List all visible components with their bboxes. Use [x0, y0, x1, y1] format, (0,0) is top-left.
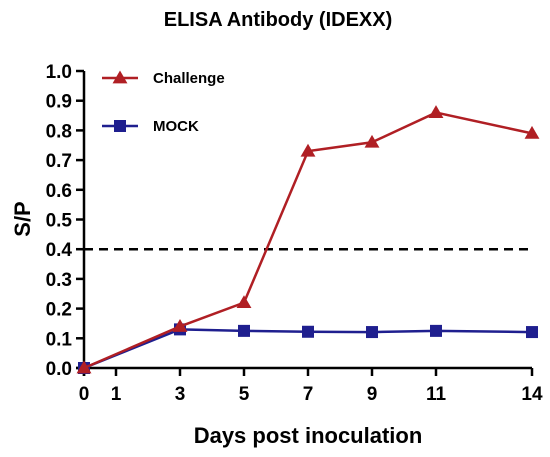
x-tick-label: 14: [521, 384, 543, 405]
data-point-challenge: [172, 318, 188, 332]
data-point-mock: [430, 324, 442, 337]
data-point-mock: [238, 324, 250, 337]
x-tick-label: 3: [175, 384, 186, 405]
data-point-challenge: [364, 134, 380, 148]
y-tick-label: 0.4: [46, 240, 73, 261]
legend-item-mock: MOCK: [102, 118, 199, 135]
legend-marker-mock: [114, 120, 126, 132]
y-axis-label: S/P: [10, 201, 35, 236]
x-tick-label: 1: [111, 384, 122, 405]
x-axis-label: Days post inoculation: [194, 423, 423, 448]
x-tick-label: 5: [239, 384, 250, 405]
data-point-mock: [526, 326, 538, 339]
x-tick-label: 9: [367, 384, 378, 405]
legend-label-challenge: Challenge: [153, 70, 225, 87]
chart-title: ELISA Antibody (IDEXX): [164, 9, 393, 31]
y-tick-label: 0.7: [46, 151, 72, 172]
legend-marker-challenge: [112, 70, 128, 84]
y-tick-label: 0.9: [46, 92, 72, 113]
data-point-challenge: [300, 143, 316, 157]
data-point-challenge: [524, 125, 540, 139]
data-point-challenge: [76, 360, 92, 374]
y-tick-label: 1.0: [46, 62, 72, 83]
legend-label-mock: MOCK: [153, 118, 199, 135]
axes: 0.0 0.1 0.2 0.3 0.4 0.5 0.6 0.7 0.8 0.9 1.0 0 1 3 5 7 9 1…: [46, 62, 543, 405]
series-mock: [78, 323, 538, 374]
y-tick-label: 0.0: [46, 359, 72, 380]
data-point-challenge: [428, 105, 444, 118]
x-tick-label: 11: [426, 384, 447, 405]
y-tick-label: 0.1: [46, 329, 73, 350]
series-group: [76, 105, 540, 374]
x-tick-label: 0: [79, 384, 90, 405]
data-point-mock: [302, 325, 314, 338]
y-tick-label: 0.6: [46, 181, 72, 202]
y-tick-label: 0.5: [46, 211, 73, 232]
data-point-mock: [366, 326, 378, 339]
legend-item-challenge: Challenge: [102, 70, 225, 87]
x-tick-label: 7: [303, 384, 314, 405]
y-tick-label: 0.3: [46, 270, 72, 291]
series-challenge: [76, 105, 540, 374]
data-point-challenge: [236, 295, 252, 309]
y-tick-label: 0.8: [46, 121, 72, 142]
y-tick-label: 0.2: [46, 300, 72, 321]
legend: Challenge MOCK: [102, 70, 225, 135]
